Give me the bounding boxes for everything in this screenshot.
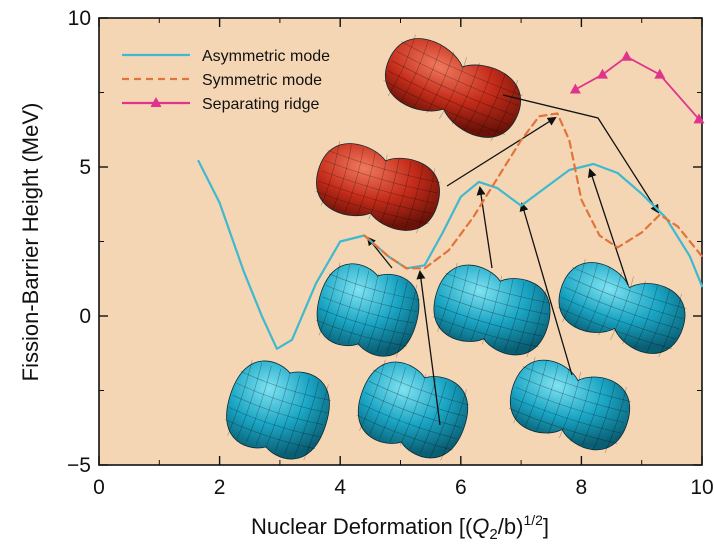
- x-tick-label-4: 8: [576, 476, 588, 499]
- x-tick-label-0: 0: [93, 476, 105, 499]
- shape-blue-1: [224, 359, 332, 461]
- ridge-point-0: [569, 83, 581, 94]
- shape-red-2: [383, 34, 523, 142]
- x-tick-label-5: 10: [690, 476, 713, 499]
- legend-label-0: Asymmetric mode: [202, 48, 330, 65]
- ridge-point-4: [693, 113, 705, 124]
- shape-blue-3: [356, 359, 470, 461]
- y-axis-label: Fission-Barrier Height (MeV): [18, 103, 43, 382]
- arrow-6: [502, 94, 660, 214]
- ridge-point-2: [621, 50, 633, 61]
- x-tick-label-1: 2: [214, 476, 226, 499]
- shape-blue-5: [508, 357, 632, 453]
- y-tick-label-2: 5: [79, 156, 91, 179]
- ridge-point-3: [654, 68, 666, 79]
- arrow-1: [416, 270, 441, 426]
- legend-marker-2: [150, 97, 162, 107]
- nuclear-shapes: [224, 34, 687, 461]
- shape-blue-2: [315, 262, 421, 358]
- legend-label-2: Separating ridge: [202, 96, 320, 113]
- legend-label-1: Symmetric mode: [202, 72, 322, 89]
- x-axis-label: Nuclear Deformation [(Q2/b)1/2]: [251, 512, 549, 543]
- x-tick-label-3: 6: [455, 476, 467, 499]
- y-tick-label-3: 10: [68, 7, 91, 30]
- x-tick-label-2: 4: [334, 476, 346, 499]
- arrow-3: [519, 202, 573, 376]
- shape-blue-6: [557, 258, 687, 358]
- legend: Asymmetric mode Symmetric mode Separating …: [122, 48, 330, 113]
- series-layer: [197, 50, 705, 350]
- arrow-5: [446, 116, 557, 187]
- shape-red-1: [315, 140, 441, 234]
- series-line-0: [197, 159, 704, 350]
- ridge-point-1: [597, 68, 609, 79]
- shape-blue-4: [432, 262, 552, 358]
- y-tick-label-0: −5: [67, 454, 91, 477]
- y-tick-label-1: 0: [79, 305, 91, 328]
- arrow-4: [587, 168, 629, 286]
